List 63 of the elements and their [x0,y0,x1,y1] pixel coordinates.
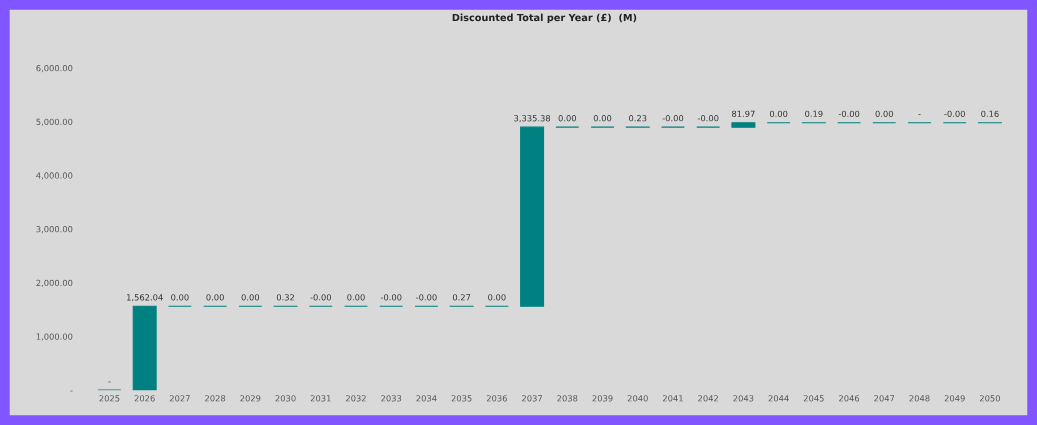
x-tick-label: 2030 [275,395,296,402]
data-label: 1,562.04 [127,294,163,302]
data-label: 0.00 [171,294,189,301]
data-label: 0.32 [276,294,295,301]
x-tick-label: 2039 [592,395,613,402]
data-label: 0.00 [488,294,506,301]
x-tick-label: 2035 [451,395,472,402]
x-tick-label: 2033 [381,395,402,402]
data-label: 81.97 [732,110,755,117]
x-tick-label: 2027 [169,395,190,402]
data-label: 0.19 [805,110,823,117]
data-label: 0.00 [206,294,224,301]
x-tick-label: 2025 [99,395,120,402]
x-tick-label: 2037 [522,395,542,402]
x-tick-label: 2046 [839,395,860,402]
y-tick-label: 5,000.00 [36,118,73,126]
bar [520,126,545,307]
data-label: 0.00 [875,110,894,117]
x-tick-label: 2043 [733,395,754,402]
data-label: 0.00 [347,294,365,301]
x-tick-label: 2047 [874,395,895,402]
data-label: 0.23 [629,115,647,122]
data-label: - [108,381,111,383]
data-label: -0.00 [380,294,402,301]
y-tick-label: - [70,390,73,392]
x-tick-label: 2050 [979,395,1000,402]
data-label: 0.16 [981,110,999,117]
x-tick-label: 2028 [205,395,226,402]
data-label: -0.00 [697,115,719,122]
x-tick-label: 2048 [909,395,930,402]
data-label: 3,335.38 [514,115,551,123]
data-label: 0.00 [558,115,577,122]
y-tick-label: 4,000.00 [36,172,73,180]
x-tick-label: 2034 [416,395,437,402]
x-tick-label: 2044 [768,395,789,402]
data-label: -0.00 [662,115,684,122]
bar [132,305,157,391]
x-tick-label: 2041 [662,395,683,402]
x-tick-label: 2031 [310,395,331,402]
bar [731,122,756,128]
y-tick-label: 6,000.00 [36,64,73,73]
x-tick-label: 2026 [134,395,155,402]
data-label: - [918,114,921,115]
data-label: -0.00 [838,110,860,117]
data-label: -0.00 [944,110,965,117]
y-tick-label: 2,000.00 [36,279,73,287]
x-tick-label: 2040 [627,395,648,402]
data-label: -0.00 [416,294,437,301]
chart-title: Discounted Total per Year (£) (M) [452,13,637,24]
x-tick-label: 2036 [486,395,507,402]
data-label: 0.00 [593,115,612,122]
x-tick-label: 2042 [698,395,718,402]
y-tick-label: 1,000.00 [36,333,73,341]
x-tick-label: 2029 [240,395,261,402]
data-label: 0.00 [769,110,788,117]
data-label: -0.00 [310,294,332,301]
x-tick-label: 2045 [803,395,824,402]
data-label: 0.00 [241,294,260,301]
y-tick-label: 3,000.00 [36,226,73,234]
x-tick-label: 2049 [944,395,965,402]
x-tick-label: 2032 [346,395,366,402]
data-label: 0.27 [452,294,471,301]
x-tick-label: 2038 [557,395,578,402]
